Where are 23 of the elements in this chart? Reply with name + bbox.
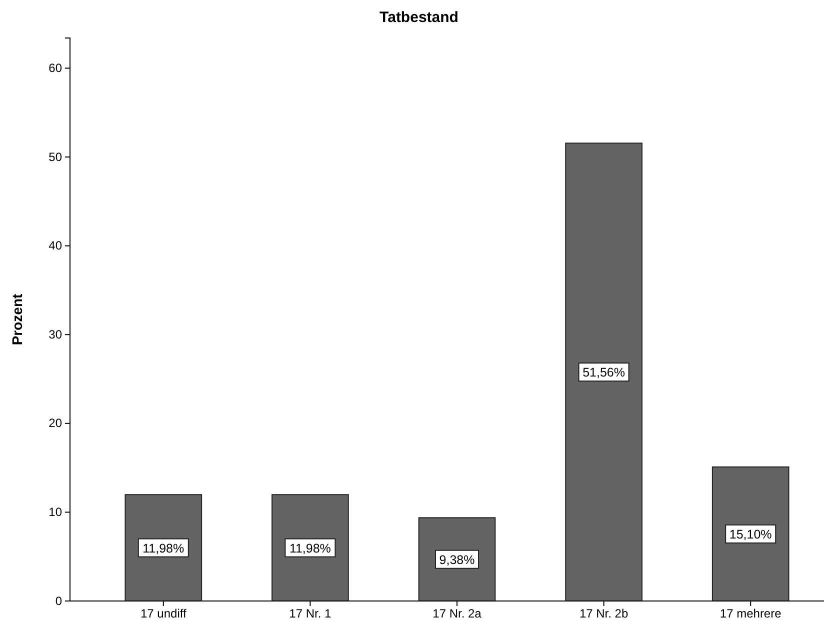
y-tick-label: 50 — [48, 150, 62, 164]
y-tick-label: 40 — [48, 238, 62, 253]
x-tick-label: 17 undiff — [140, 606, 187, 621]
x-tick-label: 17 mehrere — [720, 606, 782, 621]
bar — [124, 494, 202, 602]
bar — [272, 494, 349, 602]
x-tick-label: 17 Nr. 1 — [289, 606, 332, 621]
y-tick-label: 0 — [55, 594, 62, 608]
data-label: 15,10% — [729, 527, 772, 542]
x-tick-label: 17 Nr. 2a — [432, 606, 482, 621]
data-label: 11,98% — [289, 541, 331, 556]
data-label: 51,56% — [582, 366, 626, 380]
chart-title: Tatbestand — [380, 9, 458, 26]
bar — [712, 466, 790, 602]
y-tick-label: 10 — [48, 505, 62, 520]
y-axis-title: Prozent — [9, 293, 25, 346]
x-tick-label: 17 Nr. 2b — [579, 606, 628, 621]
bar — [565, 142, 642, 602]
data-label: 11,98% — [142, 541, 184, 556]
y-tick-label: 20 — [48, 416, 62, 430]
data-label: 9,38% — [439, 552, 475, 567]
y-tick-label: 30 — [48, 327, 62, 342]
y-tick-label: 60 — [48, 61, 62, 76]
